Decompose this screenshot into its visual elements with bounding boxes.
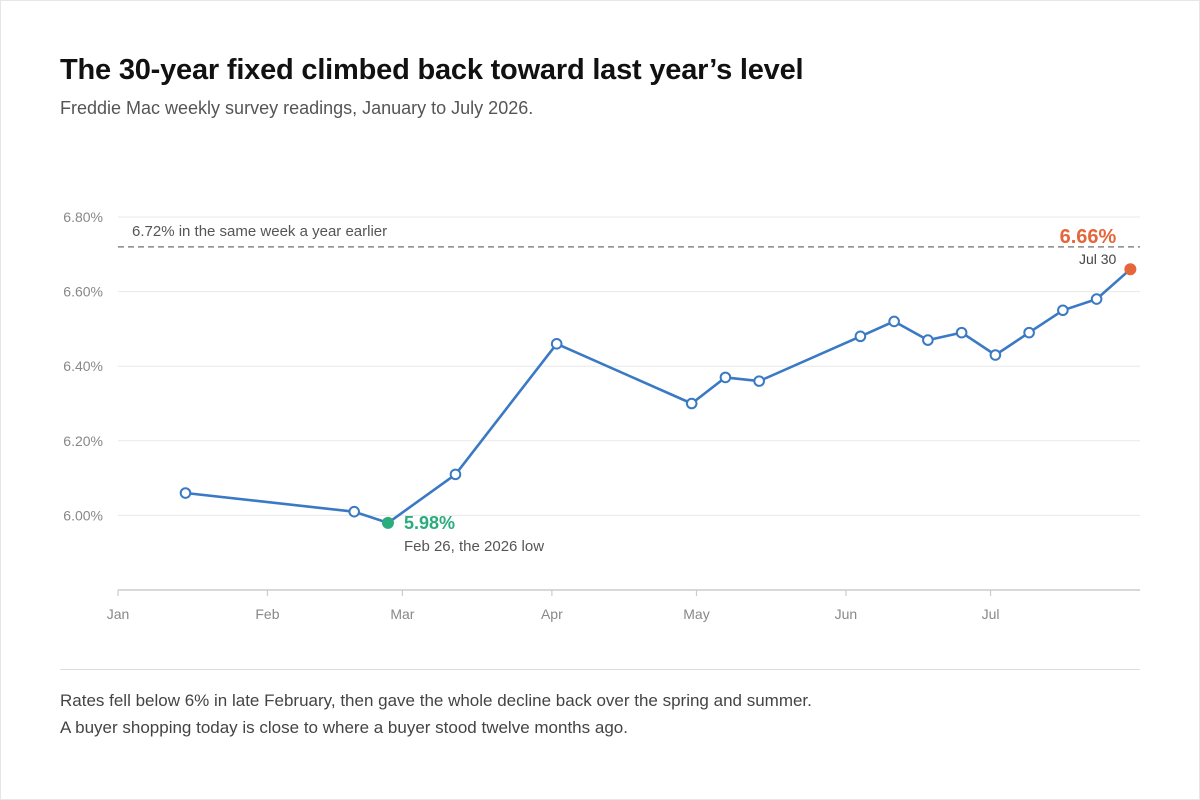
x-tick-label: May: [683, 606, 709, 622]
low-note-label: Feb 26, the 2026 low: [404, 538, 544, 555]
data-point: [955, 326, 968, 339]
data-point: [1023, 326, 1035, 339]
data-point: [685, 397, 698, 410]
footer-line-1: Rates fell below 6% in late February, th…: [60, 691, 812, 710]
y-tick-label: 6.00%: [63, 507, 103, 523]
reference-line-label: 6.72% in the same week a year earlier: [132, 223, 387, 240]
series-line: [184, 267, 1132, 525]
data-point: [854, 330, 867, 343]
x-tick-label: Apr: [541, 606, 563, 622]
chart-subtitle: Freddie Mac weekly survey readings, Janu…: [60, 98, 534, 118]
data-point: [348, 505, 361, 518]
data-point: [719, 371, 732, 384]
y-tick-label: 6.60%: [63, 284, 103, 300]
footer-note: Rates fell below 6% in late February, th…: [60, 687, 1140, 741]
y-tick-label: 6.20%: [63, 433, 103, 449]
latest-note-label: Jul 30: [1079, 251, 1117, 267]
line-chart: 6.00% 6.20% 6.40% 6.60% 6.80% Jan Feb Mar Apr May…: [63, 209, 1140, 622]
data-point: [753, 375, 765, 387]
data-point: [1090, 293, 1103, 305]
x-tick-label: Feb: [255, 606, 279, 622]
data-point: [888, 315, 900, 328]
data-point: [449, 468, 462, 481]
data-point: [1057, 304, 1069, 317]
data-point: [922, 334, 934, 346]
x-tick-label: Jul: [982, 606, 1000, 622]
footer-divider: [60, 669, 1140, 670]
low-point-marker: [381, 516, 394, 529]
data-point: [179, 487, 192, 499]
x-tick-label: Jan: [107, 606, 130, 622]
low-value-label: 5.98%: [404, 513, 455, 533]
latest-point-marker: [1124, 263, 1137, 276]
y-tick-label: 6.40%: [63, 358, 103, 374]
chart-title: The 30-year fixed climbed back toward la…: [60, 54, 804, 86]
x-tick-label: Mar: [390, 606, 414, 622]
data-point: [989, 349, 1002, 361]
x-tick-label: Jun: [835, 606, 858, 622]
data-point: [550, 338, 563, 350]
footer-line-2: A buyer shopping today is close to where…: [60, 718, 628, 737]
y-tick-label: 6.80%: [63, 209, 103, 225]
latest-value-label: 6.66%: [1060, 226, 1117, 248]
